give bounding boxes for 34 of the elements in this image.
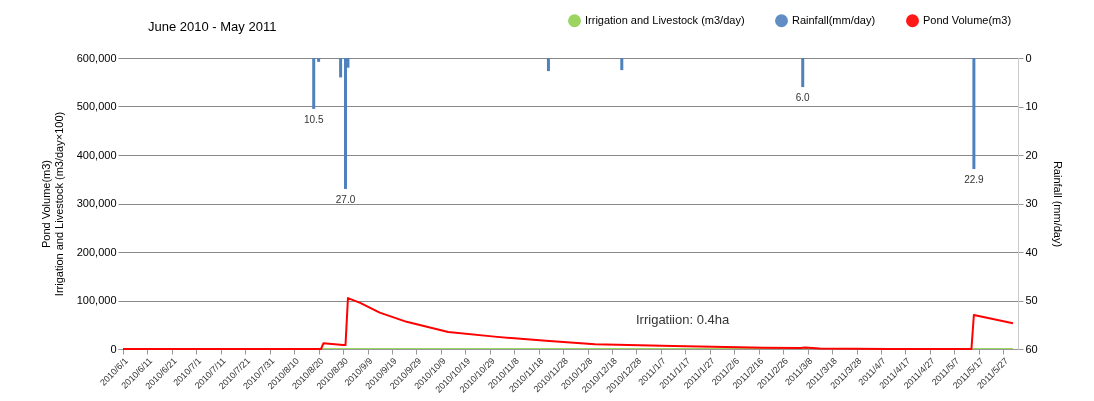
y-tick-label: 100,000 (76, 294, 117, 306)
data-label: 6.0 (795, 92, 811, 104)
y2-axis-title: Rainfall (mm/day) (1051, 160, 1064, 248)
bar (546, 58, 550, 72)
y-tick-label: 600,000 (76, 51, 117, 64)
y2-tick-label: 0 (1025, 51, 1032, 64)
y-tick-label: 200,000 (76, 245, 117, 258)
data-label: 22.9 (964, 174, 985, 186)
data-label: 27.0 (335, 193, 356, 205)
legend-label: Rainfall(mm/day) (792, 13, 876, 26)
legend-label: Pond Volume(m3) (923, 13, 1012, 26)
bar (317, 58, 321, 62)
y-tick-label: 300,000 (76, 197, 117, 209)
chart-title: June 2010 - May 2011 (148, 19, 277, 34)
annotation: Irrigatiion: 0.4ha (636, 312, 730, 327)
y2-tick-label: 50 (1025, 294, 1038, 306)
y-tick-label: 400,000 (76, 148, 117, 161)
data-label: 10.5 (303, 113, 324, 125)
y2-tick-label: 40 (1025, 245, 1038, 258)
y2-tick-label: 10 (1025, 100, 1038, 112)
y-tick-label: 0 (110, 342, 117, 355)
y-axis-title: Pond Volume(m3) Irrigation and Livestock (m3/day×100) (39, 111, 65, 297)
y2-tick-label: 30 (1025, 197, 1038, 209)
bar (972, 58, 976, 170)
bar (312, 58, 316, 109)
bar (801, 58, 805, 88)
bar (344, 58, 347, 189)
line-series (122, 297, 1014, 350)
bar (620, 58, 624, 71)
y2-tick-label: 60 (1025, 342, 1038, 355)
y-tick-label: 500,000 (76, 100, 117, 112)
y2-tick-label: 20 (1025, 148, 1038, 161)
bar (339, 58, 343, 78)
legend-label: Irrigation and Livestock (m3/day) (585, 13, 745, 26)
